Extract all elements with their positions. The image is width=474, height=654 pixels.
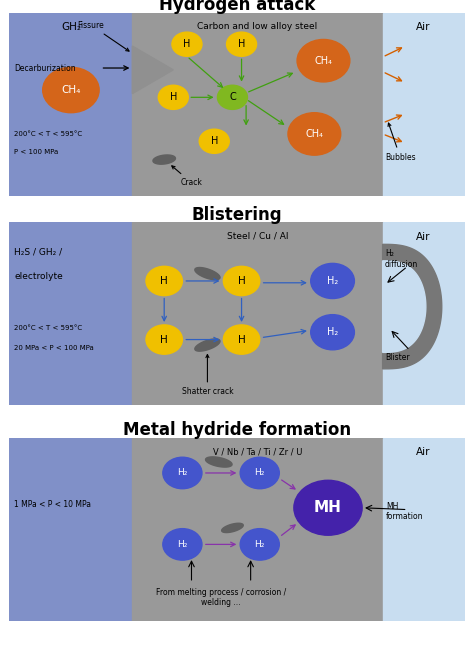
Bar [383,438,465,621]
Text: Blistering: Blistering [191,205,283,224]
Circle shape [227,32,256,56]
Text: H₂S / GH₂ /: H₂S / GH₂ / [14,248,62,257]
Text: H: H [160,276,168,286]
Circle shape [43,67,99,112]
Text: H₂: H₂ [327,276,338,286]
Circle shape [223,325,260,354]
Circle shape [240,457,279,489]
Bar [383,13,465,196]
Text: CH₄: CH₄ [314,56,332,65]
Polygon shape [222,523,243,532]
Text: Blister: Blister [385,353,410,362]
Circle shape [146,266,182,296]
Text: Bubbles: Bubbles [385,123,416,162]
Text: Air: Air [416,22,431,32]
Text: H: H [183,39,191,49]
Text: H: H [237,276,246,286]
Circle shape [199,129,229,153]
Text: From melting process / corrosion /
welding ...: From melting process / corrosion / weldi… [156,587,286,607]
Circle shape [294,480,362,535]
Text: H₂
diffusion: H₂ diffusion [385,249,418,269]
Text: C: C [229,92,236,102]
Text: Decarburization: Decarburization [14,63,76,73]
Bar [9,438,132,621]
Circle shape [163,528,202,560]
Circle shape [311,315,355,350]
Circle shape [146,325,182,354]
Circle shape [223,266,260,296]
Text: Fissure: Fissure [78,21,129,51]
Circle shape [158,85,188,109]
Polygon shape [153,155,175,164]
Text: H₂: H₂ [177,468,188,477]
Bar [9,222,132,405]
Text: H₂: H₂ [177,540,188,549]
Text: Steel / Cu / Al: Steel / Cu / Al [227,232,288,241]
Text: Shatter crack: Shatter crack [182,354,233,396]
Bar [132,438,383,621]
Polygon shape [206,457,232,467]
Text: MH: MH [314,500,342,515]
Text: Carbon and low alloy steel: Carbon and low alloy steel [197,22,318,31]
Text: H: H [237,335,246,345]
Text: CH₄: CH₄ [305,129,323,139]
Text: 20 MPa < P < 100 MPa: 20 MPa < P < 100 MPa [14,345,94,351]
Polygon shape [383,261,426,353]
Text: P < 100 MPa: P < 100 MPa [14,149,58,155]
Text: 1 MPa < P < 10 MPa: 1 MPa < P < 10 MPa [14,500,91,509]
Text: CH₄: CH₄ [61,85,81,95]
Circle shape [218,85,247,109]
Text: 200°C < T < 595°C: 200°C < T < 595°C [14,131,82,137]
Bar [132,222,383,405]
Bar [132,13,383,196]
Text: Air: Air [416,232,431,241]
Text: Metal hydride formation: Metal hydride formation [123,421,351,439]
Text: Hydrogen attack: Hydrogen attack [159,0,315,14]
Text: V / Nb / Ta / Ti / Zr / U: V / Nb / Ta / Ti / Zr / U [213,447,302,456]
Text: 200°C < T < 595°C: 200°C < T < 595°C [14,325,82,331]
Polygon shape [383,245,442,369]
Bar [9,13,132,196]
Text: Crack: Crack [172,166,202,187]
Text: electrolyte: electrolyte [14,272,63,281]
Text: H₂: H₂ [255,468,265,477]
Circle shape [311,264,355,298]
Text: H: H [210,136,218,146]
Polygon shape [195,267,220,280]
Circle shape [288,112,341,155]
Polygon shape [132,46,173,94]
Text: H: H [160,335,168,345]
Text: MH
formation: MH formation [386,502,424,521]
Text: Air: Air [416,447,431,457]
Circle shape [172,32,202,56]
Bar [383,222,465,405]
Text: H: H [238,39,245,49]
Circle shape [163,457,202,489]
Text: H: H [170,92,177,102]
Circle shape [297,39,350,82]
Polygon shape [195,339,220,351]
Circle shape [240,528,279,560]
Text: H₂: H₂ [255,540,265,549]
Text: GH₂: GH₂ [61,22,81,32]
Text: H₂: H₂ [327,327,338,337]
